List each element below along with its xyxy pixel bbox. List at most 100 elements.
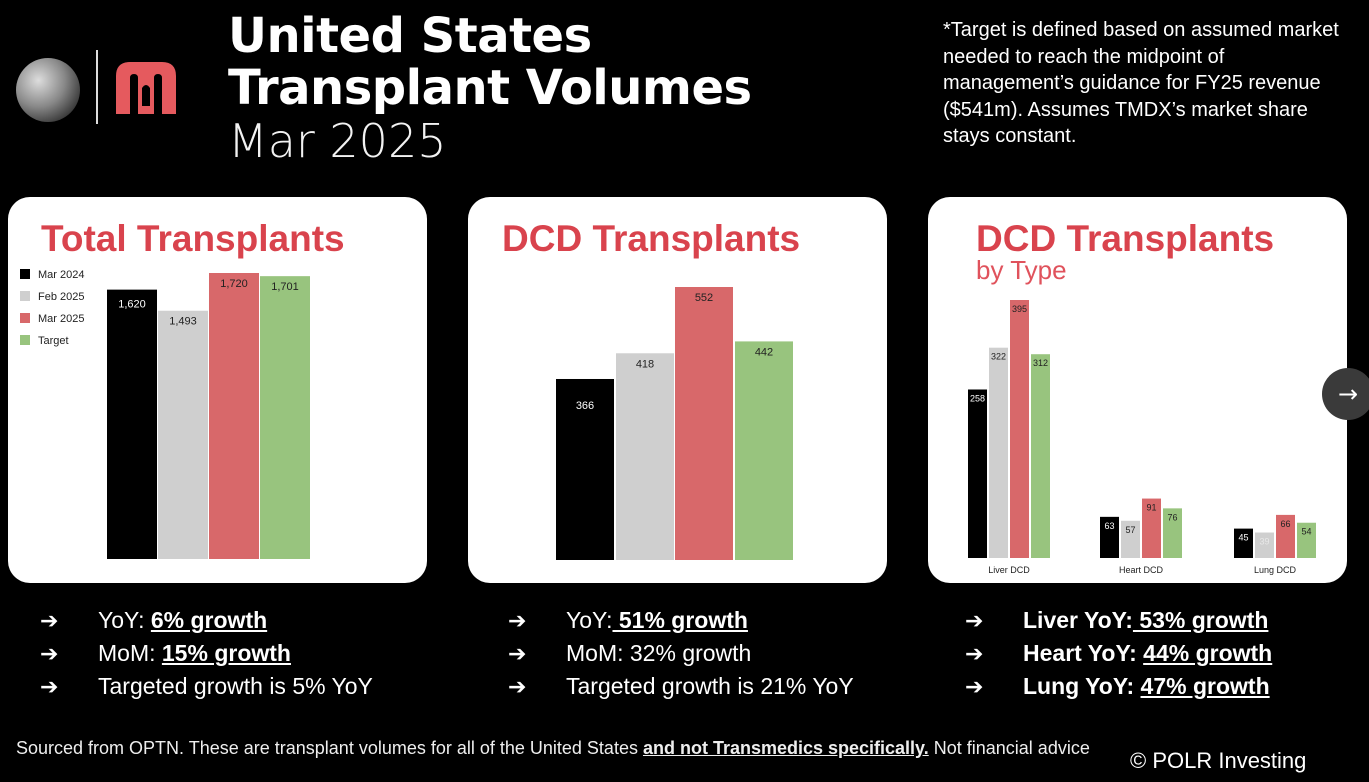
data-label: 1,493 [169,316,197,328]
data-label: 258 [970,393,985,403]
bullet-text: Lung YoY: [1023,673,1141,699]
bullet-text: MoM: [98,640,162,666]
data-label: 366 [576,400,594,412]
bullet-item: ➔ MoM: 15% growth [40,637,373,670]
legend-swatch [20,313,30,323]
logo-divider [96,50,98,124]
target-note: *Target is defined based on assumed mark… [943,19,1339,147]
footer-text-end: Not financial advice [928,738,1090,758]
data-label: 552 [695,292,713,304]
bullet-emphasis: 47% growth [1140,673,1270,699]
data-label: 442 [755,346,773,358]
bullets-dcd: ➔ YoY: 51% growth ➔ MoM: 32% growth ➔ Targe… [508,604,854,703]
data-label: 1,720 [220,278,248,290]
data-label: 312 [1033,358,1048,368]
bullet-item: ➔ Targeted growth is 5% YoY [40,670,373,703]
data-label: 395 [1012,304,1027,314]
logo-area [16,48,206,128]
arrow-icon: ➔ [965,641,984,666]
bar-lung-dcd-target [1297,522,1316,558]
data-label: 322 [991,352,1006,362]
bar-liver-dcd-target [1031,354,1050,558]
bar-heart-dcd-feb-2025 [1121,520,1140,558]
category-label: Heart DCD [1119,565,1164,575]
bullets-by-type: ➔ Liver YoY: 53% growth ➔ Heart YoY: 44% g… [965,604,1272,703]
bar-mar-2024 [556,378,614,560]
arrow-icon: ➔ [965,608,984,633]
dcd-by-type-chart: 258 322 395 312 Liver DCD 63 57 91 76 Heart DCD 45… [968,300,1316,575]
arrow-icon: ➔ [508,608,527,633]
bullet-text: YoY: [566,607,613,633]
total-transplants-chart: 1,620 1,493 1,720 1,701 Mar 2024 Feb 2025 Mar … [20,269,310,559]
bullet-item: ➔ Heart YoY: 44% growth [965,637,1272,670]
bar-target [260,276,310,559]
bullet-emphasis: 6% growth [150,607,268,633]
next-slide-button[interactable]: → [1322,368,1369,420]
copyright: © POLR Investing [1130,748,1307,773]
data-label: 63 [1104,521,1114,531]
dcd-transplants-card: DCD Transplants 366 418 552 442 [468,197,887,583]
bar-target [735,341,793,560]
bullet-item: ➔ YoY: 6% growth [40,604,373,637]
legend-swatch [20,335,30,345]
footer-emphasis: and not Transmedics specifically. [642,738,929,758]
title-line-2: Transplant Volumes [228,60,752,116]
bar-lung-dcd-mar-2024 [1234,528,1253,558]
dcd-by-type-card: DCD Transplants by Type 258 322 395 312 Live… [928,197,1347,583]
bar-lung-dcd-mar-2025 [1276,514,1295,558]
legend-label: Mar 2024 [38,269,84,281]
total-transplants-card: Total Transplants 1,620 1,493 1,720 1,701 Ma… [8,197,427,583]
legend-label: Mar 2025 [38,313,84,325]
bar-liver-dcd-mar-2025 [1010,300,1029,558]
data-label: 45 [1238,533,1248,543]
data-label: 76 [1167,512,1177,522]
bullet-text: Liver YoY: [1023,607,1133,633]
bar-feb-2025 [616,353,674,560]
legend-swatch [20,269,30,279]
title-date: Mar 2025 [228,114,447,168]
arrow-icon: ➔ [508,641,527,666]
data-label: 66 [1280,519,1290,529]
data-label: 418 [636,358,654,370]
bar-lung-dcd-feb-2025 [1255,532,1274,558]
bullet-text: Heart YoY: [1023,640,1144,666]
bullet-text: YoY: [98,607,151,633]
bullet-text: MoM: 32% growth [566,640,752,666]
bullet-emphasis: 53% growth [1132,607,1269,633]
bullet-item: ➔ Lung YoY: 47% growth [965,670,1272,703]
card-subtitle: by Type [976,255,1067,285]
bar-mar-2025 [209,273,259,559]
arrow-icon: ➔ [965,674,984,699]
bullet-emphasis: 44% growth [1143,640,1273,666]
arrow-icon: ➔ [40,674,59,699]
bullets-total: ➔ YoY: 6% growth ➔ MoM: 15% growth ➔ Target… [40,604,373,703]
bar-heart-dcd-target [1163,508,1182,558]
page-title: United States Transplant Volumes Mar 202… [228,10,848,168]
data-label: 91 [1146,503,1156,513]
bar-mar-2024 [107,289,157,559]
data-label: 1,620 [118,299,146,311]
bar-mar-2025 [675,287,733,560]
data-label: 39 [1259,537,1269,547]
bullet-emphasis: 51% growth [612,607,748,633]
bar-liver-dcd-mar-2024 [968,389,987,558]
moon-logo-icon [16,58,80,122]
dcd-transplants-chart: 366 418 552 442 [556,287,793,560]
bullet-emphasis: 15% growth [161,640,291,666]
bullet-item: ➔ Liver YoY: 53% growth [965,604,1272,637]
legend-swatch [20,291,30,301]
bullet-text: Targeted growth is 5% YoY [98,673,373,699]
bullet-item: ➔ Targeted growth is 21% YoY [508,670,854,703]
data-label: 1,701 [271,281,299,293]
source-footer: Sourced from OPTN. These are transplant … [16,737,1096,760]
legend-label: Feb 2025 [38,291,84,303]
footer-text: Sourced from OPTN. These are transplant … [16,738,643,758]
category-label: Lung DCD [1254,565,1297,575]
arrow-icon: ➔ [40,641,59,666]
arrow-icon: ➔ [508,674,527,699]
bar-feb-2025 [158,310,208,559]
category-label: Liver DCD [988,565,1030,575]
data-label: 57 [1125,525,1135,535]
arrow-icon: ➔ [40,608,59,633]
bullet-item: ➔ YoY: 51% growth [508,604,854,637]
